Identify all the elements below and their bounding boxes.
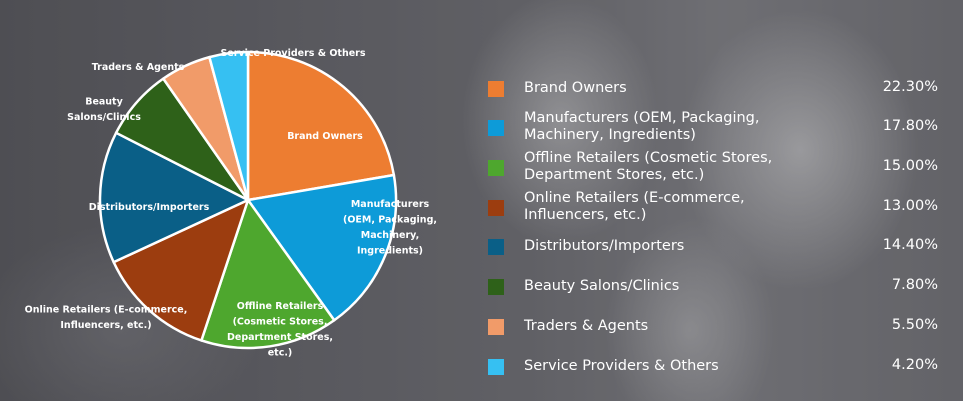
pie-slice-4 (112, 198, 250, 342)
legend-item: Distributors/Importers 14.40% (488, 226, 938, 266)
legend-value: 5.50% (891, 317, 938, 333)
legend-value: 15.00% (882, 158, 938, 174)
pie-slice-8 (208, 50, 250, 202)
pie-slice-5 (98, 131, 250, 264)
legend-label: Traders & Agents (524, 317, 649, 334)
legend-item: Offline Retailers (Cosmetic Stores, Depar… (488, 147, 938, 187)
pie-slice-label-8: Service Providers & Others (220, 48, 365, 59)
legend-label: Service Providers & Others (524, 357, 719, 374)
pie-slice-label-4: Online Retailers (E-commerce, Influencers… (25, 304, 188, 331)
pie-slice-label-5: Distributors/Importers (89, 202, 210, 213)
legend-swatch (488, 359, 504, 375)
legend-item: Service Providers & Others 4.20% (488, 346, 938, 386)
legend-item: Brand Owners 22.30% (488, 68, 938, 108)
legend-value: 13.00% (882, 198, 938, 214)
legend-label: Beauty Salons/Clinics (524, 277, 680, 294)
legend-value: 22.30% (882, 79, 938, 95)
legend-label: Online Retailers (E-commerce, Influencers… (524, 190, 745, 223)
pie-slice-label-3: Offline Retailers (Cosmetic Stores, Depart… (227, 301, 333, 359)
legend-value: 4.20% (891, 357, 938, 373)
legend-swatch (488, 81, 504, 97)
pie-slice-label-2: Manufacturers (OEM, Packaging, Machinery, I… (343, 199, 437, 256)
legend-label: Distributors/Importers (524, 237, 685, 254)
legend-item: Manufacturers (OEM, Packaging, Machinery,… (488, 107, 938, 147)
pie-slice-1 (246, 50, 396, 202)
legend-label: Manufacturers (OEM, Packaging, Machinery,… (524, 110, 760, 143)
legend-value: 7.80% (891, 277, 938, 293)
legend-swatch (488, 279, 504, 295)
legend-swatch (488, 200, 504, 216)
legend-label: Brand Owners (524, 79, 627, 96)
pie-slice-label-1: Brand Owners (287, 131, 363, 142)
pie-chart: Brand Owners Manufacturers (OEM, Packaging… (25, 48, 437, 359)
pie-slice-3 (200, 198, 336, 350)
legend-swatch (488, 160, 504, 176)
legend-value: 17.80% (882, 118, 938, 134)
chart-legend: Brand Owners 22.30% Manufacturers (OEM, Pa… (488, 0, 938, 401)
legend-item: Online Retailers (E-commerce, Influencers… (488, 187, 938, 227)
legend-value: 14.40% (882, 237, 938, 253)
legend-label: Offline Retailers (Cosmetic Stores, Depar… (524, 150, 773, 183)
legend-swatch (488, 319, 504, 335)
legend-swatch (488, 120, 504, 136)
legend-item: Traders & Agents 5.50% (488, 306, 938, 346)
legend-swatch (488, 239, 504, 255)
legend-item: Beauty Salons/Clinics 7.80% (488, 266, 938, 306)
pie-slice-2 (246, 173, 398, 322)
pie-slice-label-7: Traders & Agents (92, 62, 185, 73)
pie-slice-label-6: Beauty Salons/Clinics (67, 96, 141, 123)
